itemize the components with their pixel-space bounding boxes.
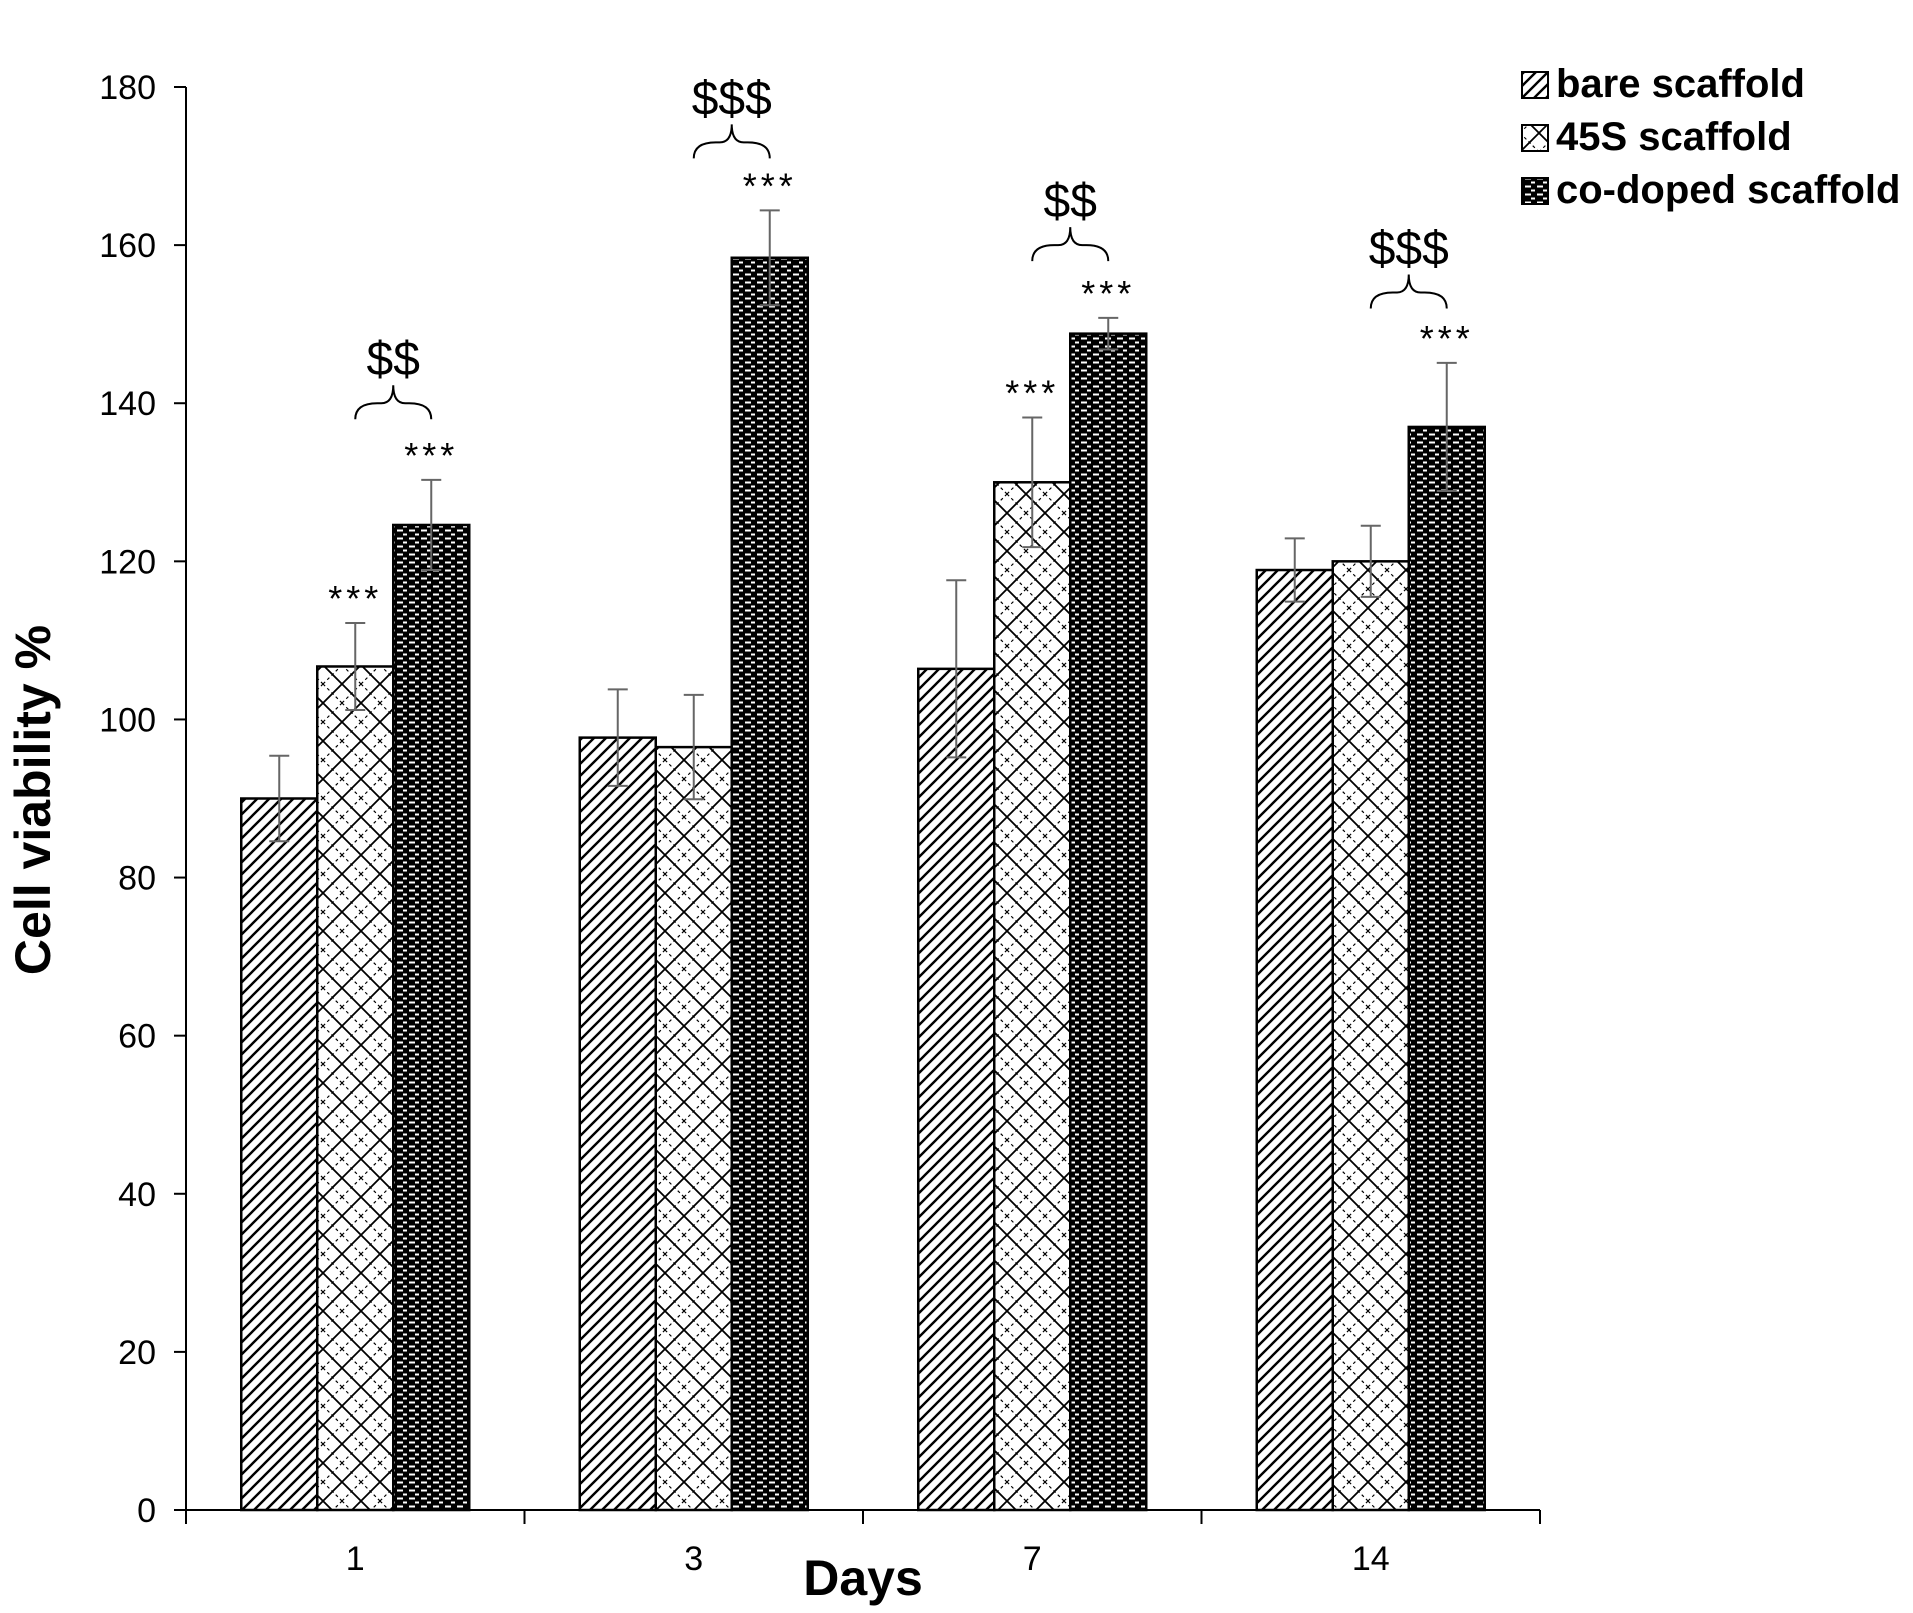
error-bars (269, 209, 1457, 843)
legend-label: 45S scaffold (1556, 115, 1792, 159)
legend: bare scaffold 45S scaffold co-doped scaffo… (1521, 62, 1900, 212)
bar (578, 736, 657, 1512)
x-tick-label: 3 (684, 1540, 703, 1578)
significance-stars: *** (1005, 372, 1059, 413)
legend-label: bare scaffold (1556, 62, 1805, 106)
bar (1255, 568, 1334, 1512)
y-tick-label: 160 (99, 227, 156, 265)
y-tick-label: 80 (118, 860, 156, 898)
bracket-label: $$ (1044, 175, 1097, 228)
bar (1407, 425, 1486, 1512)
significance-stars: *** (1081, 273, 1135, 314)
bar (1331, 560, 1410, 1512)
bar (993, 481, 1072, 1512)
x-axis-label: Days (803, 1550, 923, 1606)
y-tick-label: 140 (99, 385, 156, 423)
y-tick-label: 60 (118, 1018, 156, 1056)
legend-label: co-doped scaffold (1556, 168, 1900, 212)
bracket-label: $$$ (1369, 223, 1449, 276)
y-tick-label: 100 (99, 701, 156, 739)
y-tick-label: 0 (137, 1492, 156, 1530)
legend-swatch (1521, 177, 1549, 205)
axes: 0 20 40 60 80 100 120 140 160 180 1 3 7 14 (99, 69, 1541, 1578)
bracket (1369, 274, 1448, 309)
y-tick-label: 180 (99, 69, 156, 107)
significance-stars: *** (1420, 318, 1474, 359)
annotations: ******************$$$$$$$$$$ (328, 72, 1474, 619)
bracket (692, 124, 771, 159)
bar (654, 745, 733, 1512)
bracket (1031, 227, 1110, 262)
bar (392, 523, 471, 1512)
bar (1069, 332, 1148, 1512)
bar (730, 256, 809, 1512)
x-tick-label: 14 (1352, 1540, 1390, 1578)
legend-swatch (1521, 71, 1549, 99)
bracket-label: $$ (367, 333, 420, 386)
bar (316, 665, 395, 1512)
bar (240, 797, 319, 1512)
significance-stars: *** (743, 165, 797, 206)
y-axis-label: Cell viability % (5, 625, 61, 975)
y-tick-label: 40 (118, 1176, 156, 1214)
significance-stars: *** (404, 435, 458, 476)
significance-stars: *** (328, 578, 382, 619)
bracket-label: $$$ (692, 72, 772, 125)
y-tick-label: 120 (99, 543, 156, 581)
bracket (354, 385, 433, 420)
x-tick-label: 7 (1023, 1540, 1042, 1578)
bars (240, 256, 1486, 1512)
y-tick-label: 20 (118, 1334, 156, 1372)
bar (917, 667, 996, 1512)
x-tick-label: 1 (346, 1540, 365, 1578)
legend-swatch (1521, 124, 1549, 152)
